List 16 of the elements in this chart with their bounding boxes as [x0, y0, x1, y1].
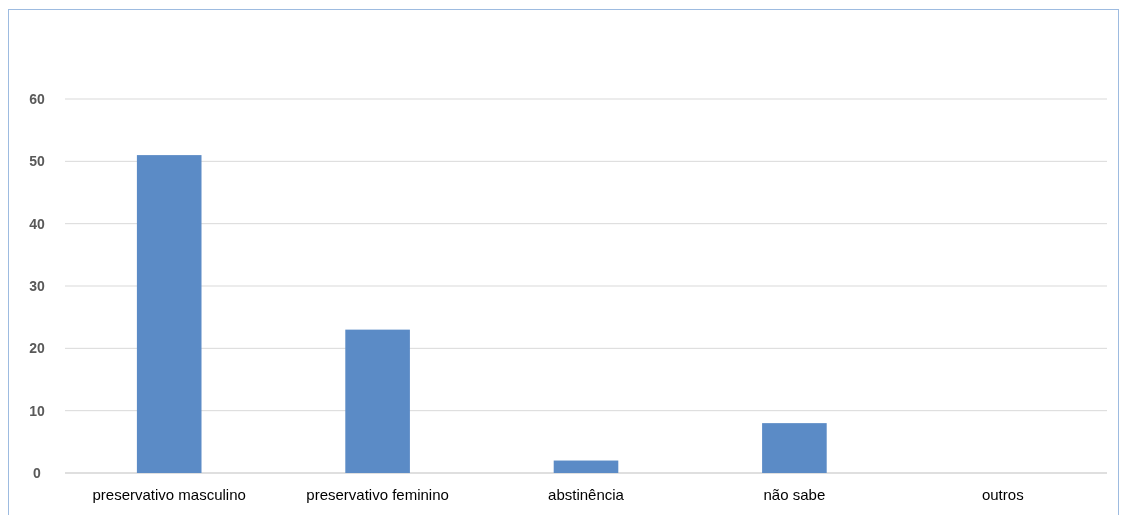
bar: [762, 423, 827, 473]
y-tick-label: 30: [29, 277, 45, 294]
x-tick-label: preservativo masculino: [92, 486, 246, 503]
y-tick-label: 10: [29, 402, 45, 419]
y-tick-label: 60: [29, 90, 45, 107]
bar: [345, 329, 410, 473]
y-tick-label: 40: [29, 215, 45, 232]
bar: [136, 155, 202, 473]
x-tick-label: não sabe: [763, 486, 826, 503]
x-tick-label: preservativo feminino: [306, 486, 449, 503]
bar: [553, 460, 619, 473]
y-tick-label: 0: [33, 464, 42, 481]
x-tick-label: outros: [981, 486, 1024, 503]
y-tick-label: 50: [29, 153, 45, 170]
y-tick-label: 20: [29, 340, 45, 357]
x-tick-label: abstinência: [548, 486, 625, 503]
